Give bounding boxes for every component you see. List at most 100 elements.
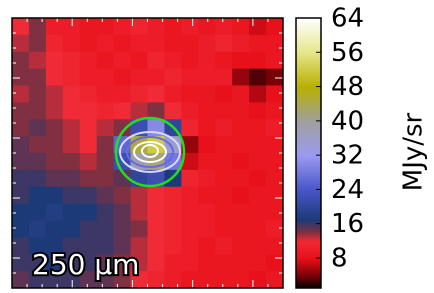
colorbar-tick-label: 8	[331, 244, 348, 274]
heatmap-cell	[198, 204, 215, 221]
heatmap-cell	[266, 254, 283, 271]
heatmap-cell	[215, 271, 232, 288]
heatmap-cell	[249, 187, 266, 204]
heatmap-cell	[114, 204, 131, 221]
heatmap-cell	[12, 204, 29, 221]
heatmap-cell	[97, 170, 114, 187]
heatmap-cell	[80, 136, 97, 153]
heatmap-cell	[249, 254, 266, 271]
heatmap-cell	[80, 18, 97, 35]
heatmap-cell	[148, 254, 165, 271]
colorbar-tick-label: 48	[331, 72, 364, 102]
heatmap-cell	[46, 86, 63, 103]
heatmap-cell	[46, 153, 63, 170]
heatmap-cell	[29, 204, 46, 221]
heatmap-cell	[266, 136, 283, 153]
heatmap-cell	[249, 69, 266, 86]
heatmap-cell	[215, 254, 232, 271]
heatmap-cell	[148, 187, 165, 204]
heatmap-cell	[97, 153, 114, 170]
heatmap-cell	[181, 18, 198, 35]
heatmap-cell	[198, 119, 215, 136]
heatmap-cell	[181, 102, 198, 119]
heatmap-cell	[46, 52, 63, 69]
heatmap-cell	[266, 271, 283, 288]
heatmap-cell	[181, 254, 198, 271]
heatmap-cell	[198, 35, 215, 52]
heatmap-cell	[181, 52, 198, 69]
heatmap-cell	[232, 153, 249, 170]
heatmap-cell	[266, 170, 283, 187]
heatmap-cell	[232, 69, 249, 86]
heatmap-cell	[181, 187, 198, 204]
heatmap-cell	[215, 86, 232, 103]
heatmap-cell	[164, 271, 181, 288]
heatmap-cell	[131, 69, 148, 86]
heatmap-cell	[232, 86, 249, 103]
heatmap-cell	[232, 187, 249, 204]
heatmap-cell	[232, 204, 249, 221]
heatmap-cell	[114, 187, 131, 204]
heatmap-cell	[80, 119, 97, 136]
heatmap-cell	[198, 153, 215, 170]
colorbar-tick-label: 32	[331, 141, 364, 171]
heatmap-cell	[215, 221, 232, 238]
heatmap-cell	[80, 52, 97, 69]
heatmap-cell	[215, 52, 232, 69]
heatmap-cell	[114, 18, 131, 35]
heatmap-cell	[164, 18, 181, 35]
heatmap-cell	[198, 254, 215, 271]
heatmap-cell	[215, 69, 232, 86]
heatmap-cell	[29, 119, 46, 136]
heatmap-cell	[232, 18, 249, 35]
heatmap-cell	[46, 35, 63, 52]
heatmap-cell	[249, 119, 266, 136]
heatmap-cell	[249, 136, 266, 153]
heatmap-cell	[198, 271, 215, 288]
heatmap-cell	[164, 102, 181, 119]
heatmap-cell	[12, 119, 29, 136]
heatmap-cell	[63, 35, 80, 52]
heatmap-cell	[164, 35, 181, 52]
heatmap-cell	[266, 102, 283, 119]
heatmap-cell	[249, 35, 266, 52]
heatmap-cell	[97, 187, 114, 204]
colorbar-tick-label: 16	[331, 209, 364, 239]
heatmap-cell	[97, 52, 114, 69]
heatmap-cell	[29, 221, 46, 238]
heatmap-cell	[249, 221, 266, 238]
heatmap-cell	[131, 18, 148, 35]
heatmap-cell	[249, 237, 266, 254]
heatmap-cell	[215, 102, 232, 119]
heatmap-cell	[131, 35, 148, 52]
heatmap-cell	[215, 204, 232, 221]
heatmap-cell	[80, 69, 97, 86]
heatmap-cell	[181, 170, 198, 187]
heatmap-cell	[148, 221, 165, 238]
heatmap-cell	[97, 35, 114, 52]
heatmap-cell	[215, 136, 232, 153]
heatmap-cell	[80, 221, 97, 238]
heatmap-cell	[63, 170, 80, 187]
heatmap-cell	[181, 221, 198, 238]
heatmap-cell	[215, 35, 232, 52]
heatmap-cell	[63, 136, 80, 153]
heatmap-cell	[80, 102, 97, 119]
heatmap-cell	[63, 69, 80, 86]
heatmap-cell	[80, 86, 97, 103]
heatmap-cell	[63, 18, 80, 35]
heatmap-cell	[215, 170, 232, 187]
heatmap-cell	[97, 18, 114, 35]
colorbar-tick-label: 24	[331, 175, 364, 205]
heatmap-cell	[148, 237, 165, 254]
heatmap-cell	[46, 18, 63, 35]
heatmap-cell	[29, 35, 46, 52]
heatmap-cell	[97, 221, 114, 238]
heatmap-cell	[164, 69, 181, 86]
heatmap-cell	[148, 69, 165, 86]
heatmap-cell	[249, 86, 266, 103]
heatmap-cell	[148, 86, 165, 103]
heatmap-cell	[266, 86, 283, 103]
heatmap-cell	[63, 187, 80, 204]
heatmap-cell	[181, 204, 198, 221]
